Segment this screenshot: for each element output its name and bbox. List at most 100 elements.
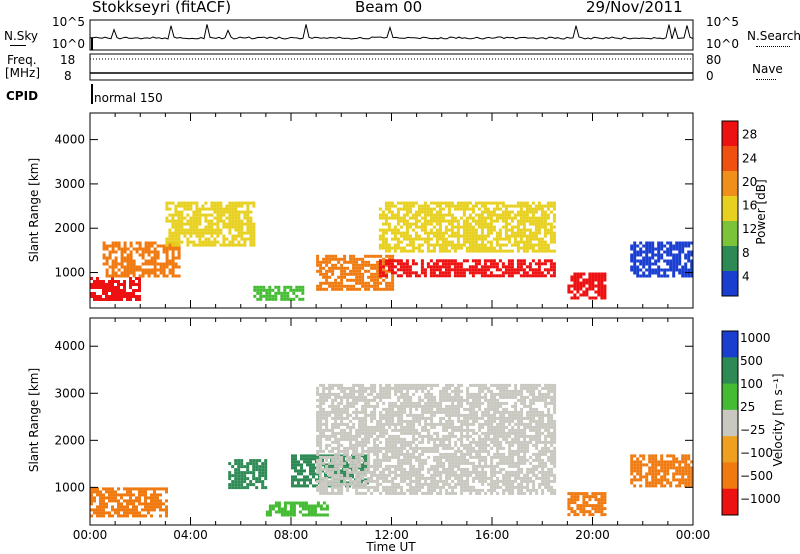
data-cell [450, 243, 454, 247]
data-cell [298, 501, 302, 505]
data-cell [501, 225, 505, 229]
data-cell [408, 265, 412, 269]
data-cell [403, 407, 407, 411]
data-cell [385, 413, 389, 417]
data-cell [177, 204, 181, 208]
data-cell [237, 459, 241, 463]
data-cell [322, 485, 326, 489]
data-cell [394, 476, 398, 480]
data-cell [117, 298, 120, 301]
data-cell [358, 485, 362, 489]
data-cell [403, 461, 407, 465]
data-cell [520, 476, 524, 480]
data-cell [471, 231, 475, 235]
data-cell [496, 452, 500, 456]
data-cell [477, 262, 481, 266]
data-cell [391, 479, 395, 483]
data-cell [478, 383, 482, 387]
data-cell [541, 482, 545, 486]
data-cell [544, 446, 548, 450]
data-cell [289, 513, 293, 517]
data-cell [526, 446, 530, 450]
data-cell [301, 513, 305, 517]
data-cell [540, 207, 544, 211]
data-cell [442, 428, 446, 432]
data-cell [415, 401, 419, 405]
data-cell [529, 455, 533, 459]
data-cell [337, 452, 341, 456]
data-cell [468, 249, 472, 253]
data-cell [192, 243, 196, 247]
data-cell [379, 425, 383, 429]
data-cell [687, 250, 691, 254]
data-cell [309, 478, 312, 482]
data-cell [553, 461, 557, 465]
data-cell [346, 260, 350, 264]
data-cell [486, 234, 490, 238]
data-cell [406, 398, 410, 402]
data-cell [189, 222, 193, 226]
data-cell [319, 434, 323, 438]
data-cell [319, 413, 323, 417]
data-cell [274, 504, 278, 508]
data-cell [394, 488, 398, 492]
data-cell [349, 287, 353, 291]
data-cell [150, 268, 154, 272]
data-cell [535, 434, 539, 438]
data-cell [481, 473, 485, 477]
data-cell [535, 440, 539, 444]
data-cell [456, 237, 460, 241]
data-cell [432, 243, 436, 247]
data-cell [114, 499, 117, 503]
data-cell [526, 413, 530, 417]
data-cell [429, 222, 433, 226]
data-cell [448, 422, 452, 426]
data-cell [546, 243, 550, 247]
data-cell [462, 219, 466, 223]
data-cell [252, 231, 256, 235]
data-cell [352, 263, 356, 267]
data-cell [346, 470, 350, 474]
data-cell [117, 493, 120, 497]
data-cell [523, 398, 527, 402]
data-cell [355, 266, 359, 270]
data-cell [421, 446, 425, 450]
data-cell [439, 416, 443, 420]
data-cell [442, 392, 446, 396]
data-cell [337, 476, 341, 480]
data-cell [358, 272, 362, 276]
data-cell [364, 437, 368, 441]
data-cell [159, 493, 162, 497]
data-cell [117, 508, 120, 512]
data-cell [475, 443, 479, 447]
data-cell [472, 449, 476, 453]
data-cell [421, 404, 425, 408]
data-cell [391, 452, 395, 456]
data-cell [538, 434, 542, 438]
data-cell [397, 434, 401, 438]
data-cell [465, 246, 469, 250]
data-cell [538, 461, 542, 465]
data-cell [460, 413, 464, 417]
data-cell [478, 491, 482, 495]
data-cell [493, 398, 497, 402]
data-cell [384, 243, 388, 247]
data-cell [510, 271, 514, 275]
data-cell [448, 452, 452, 456]
data-cell [358, 455, 362, 459]
data-cell [132, 283, 135, 286]
data-cell [400, 392, 404, 396]
data-cell [579, 284, 583, 288]
data-cell [456, 222, 460, 226]
data-cell [505, 488, 509, 492]
data-cell [388, 419, 392, 423]
data-cell [132, 505, 135, 509]
data-cell [111, 289, 114, 292]
data-cell [582, 281, 586, 285]
data-cell [370, 263, 374, 267]
data-cell [207, 219, 211, 223]
data-cell [231, 486, 235, 490]
data-cell [367, 464, 371, 468]
data-cell [168, 207, 172, 211]
data-cell [319, 504, 323, 508]
